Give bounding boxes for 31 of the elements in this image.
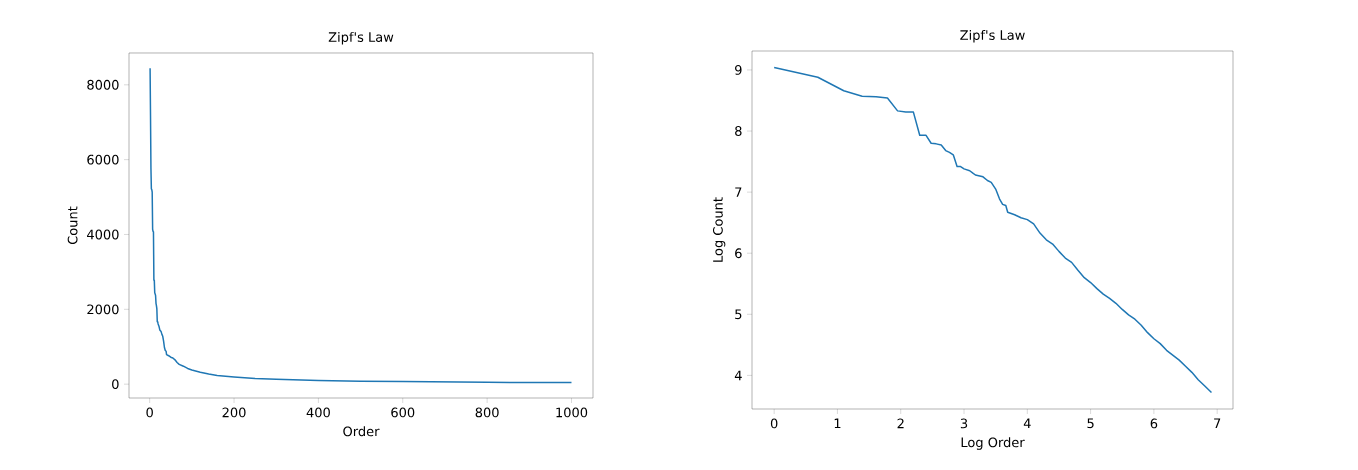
x-tick-label: 200 xyxy=(222,407,246,418)
y-tick-label: 9 xyxy=(735,65,742,75)
x-tick-label: 2 xyxy=(897,418,904,429)
y-tick-label: 8000 xyxy=(87,79,119,90)
x-tick-label: 5 xyxy=(1087,418,1094,429)
y-tick-label: 5 xyxy=(735,309,742,320)
y-tick-label: 2000 xyxy=(87,304,119,315)
chart-title: Zipf's Law xyxy=(960,29,1025,43)
x-tick-label: 6 xyxy=(1150,418,1158,429)
y-axis-title: Log Count xyxy=(712,197,726,262)
y-tick-label: 8 xyxy=(735,126,742,136)
y-tick-label: 4 xyxy=(734,370,742,381)
y-tick-label: 4000 xyxy=(87,229,119,240)
y-axis-title: Count xyxy=(67,206,78,245)
x-tick-label: 600 xyxy=(391,407,415,418)
x-tick-label: 1 xyxy=(834,418,841,429)
x-tick-label: 4 xyxy=(1023,418,1031,429)
x-tick-label: 3 xyxy=(960,418,968,429)
x-tick-label: 0 xyxy=(770,418,778,429)
y-tick-label: 6000 xyxy=(87,154,119,165)
x-tick-label: 1000 xyxy=(556,407,588,418)
chart-title: Zipf's Law xyxy=(328,31,394,45)
x-tick-label: 7 xyxy=(1214,418,1221,429)
x-axis-title: Order xyxy=(343,426,380,437)
y-tick-label: 0 xyxy=(112,379,119,390)
x-tick-label: 0 xyxy=(146,407,153,418)
x-axis-title: Log Order xyxy=(961,437,1025,450)
y-tick-label: 7 xyxy=(735,187,742,197)
x-tick-label: 400 xyxy=(306,407,330,418)
y-tick-label: 6 xyxy=(735,248,742,259)
x-tick-label: 800 xyxy=(475,407,499,418)
